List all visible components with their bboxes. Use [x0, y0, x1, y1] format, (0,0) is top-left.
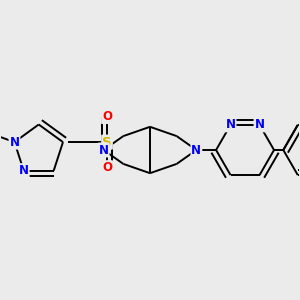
Text: S: S: [102, 136, 112, 148]
Text: N: N: [10, 136, 20, 148]
Text: N: N: [226, 118, 236, 131]
Text: N: N: [99, 143, 109, 157]
Text: O: O: [102, 110, 112, 123]
Text: N: N: [191, 143, 201, 157]
Text: N: N: [254, 118, 265, 131]
Text: N: N: [19, 164, 29, 177]
Text: O: O: [102, 161, 112, 174]
